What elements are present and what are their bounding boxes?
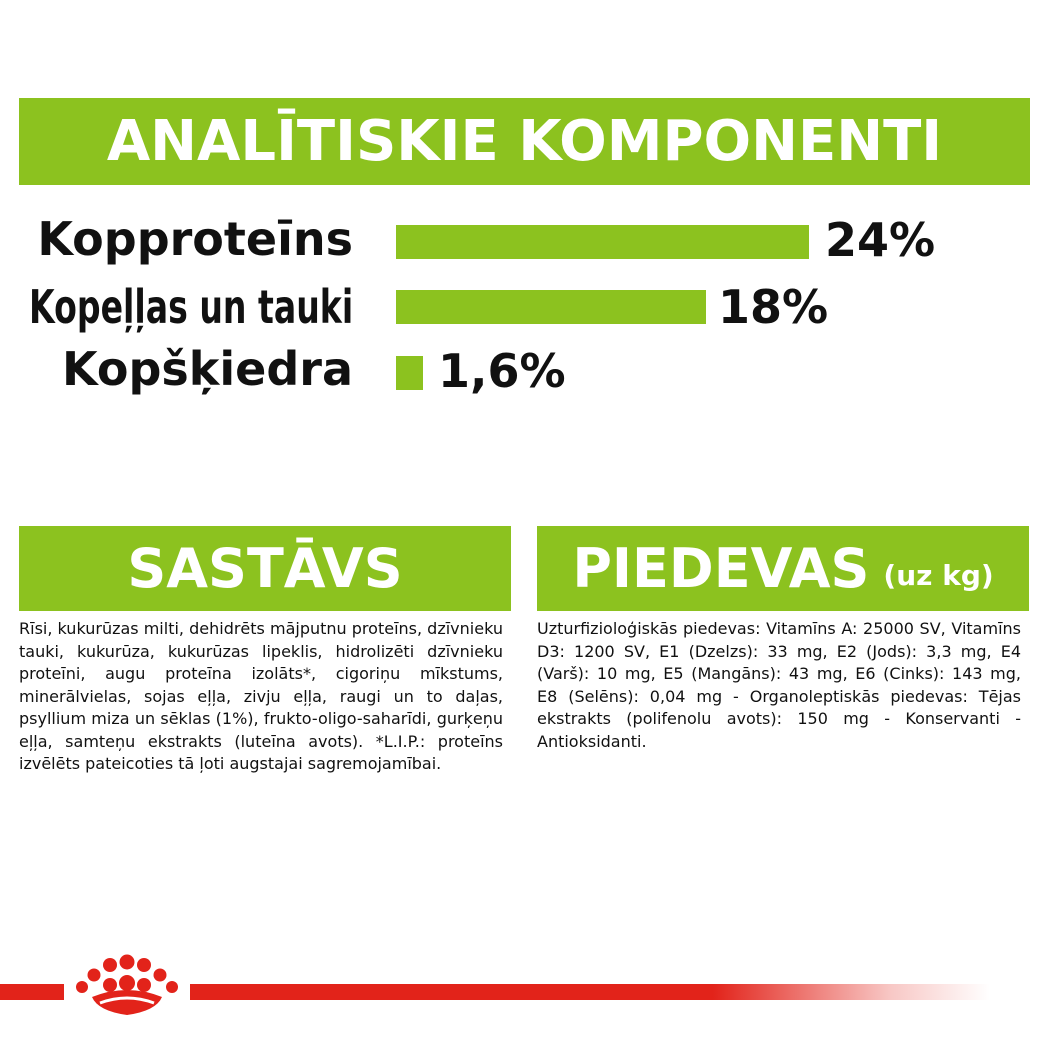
component-bar-protein <box>396 225 809 259</box>
component-value-protein: 24% <box>825 213 936 267</box>
composition-text: Rīsi, kukurūzas milti, dehidrēts mājputn… <box>19 619 503 773</box>
additives-text: Uzturfizioloģiskās piedevas: Vitamīns A:… <box>537 619 1021 751</box>
additives-title: PIEDEVAS <box>572 537 870 600</box>
component-label-fibre: Kopšķiedra <box>62 342 353 396</box>
footer-red-line <box>0 984 990 1000</box>
additives-banner: PIEDEVAS (uz kg) <box>537 526 1029 611</box>
additives-subtitle: (uz kg) <box>883 559 994 592</box>
analytical-components-title: ANALĪTISKIE KOMPONENTI <box>106 109 943 174</box>
component-value-fat: 18% <box>718 280 829 334</box>
royal-canin-crown-icon <box>64 953 190 1025</box>
component-bar-fat <box>396 290 706 324</box>
component-bar-fibre <box>396 356 423 390</box>
component-label-protein: Kopproteīns <box>37 212 353 266</box>
component-value-fibre: 1,6% <box>438 344 566 398</box>
component-label-fat: Kopeļļas un tauki <box>28 280 353 334</box>
composition-title: SASTĀVS <box>127 537 403 600</box>
composition-banner: SASTĀVS <box>19 526 511 611</box>
analytical-components-banner: ANALĪTISKIE KOMPONENTI <box>19 98 1030 185</box>
